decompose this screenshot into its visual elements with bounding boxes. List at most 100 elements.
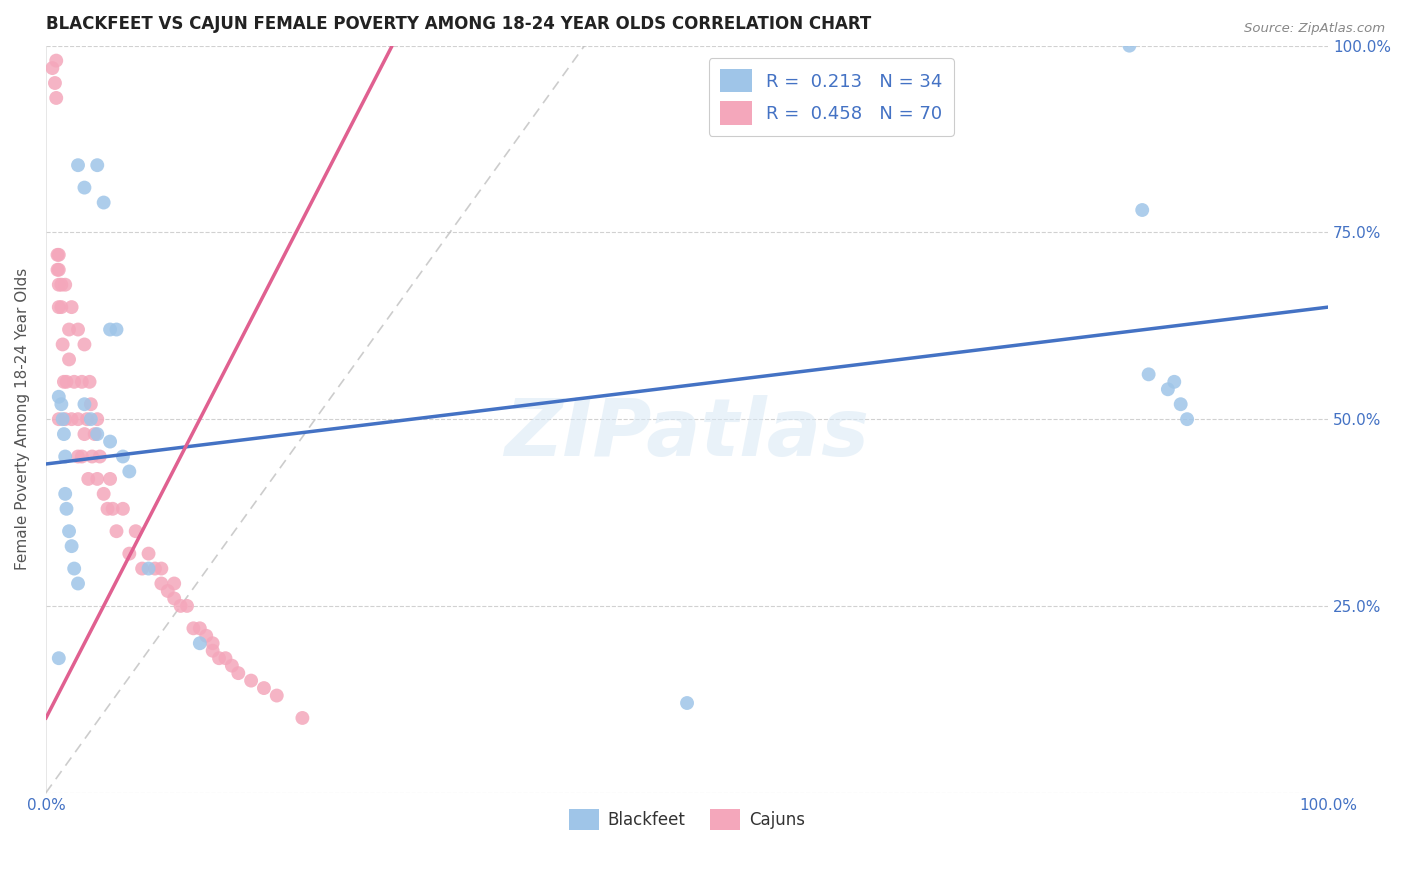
Point [80, 412, 103, 426]
Point [1118, 38, 1140, 53]
Point [58, 524, 80, 539]
Point [82, 450, 104, 464]
Point [150, 576, 173, 591]
Point [105, 524, 128, 539]
Point [60, 412, 83, 426]
Point [86, 412, 108, 426]
Point [143, 561, 166, 575]
Point [60, 300, 83, 314]
Point [51, 397, 73, 411]
Point [253, 681, 276, 695]
Point [53, 412, 76, 426]
Point [226, 666, 249, 681]
Point [73, 180, 96, 194]
Point [188, 636, 211, 650]
Point [201, 636, 224, 650]
Y-axis label: Female Poverty Among 18-24 Year Olds: Female Poverty Among 18-24 Year Olds [15, 268, 30, 570]
Point [221, 658, 243, 673]
Legend: Blackfeet, Cajuns: Blackfeet, Cajuns [562, 802, 811, 837]
Point [53, 450, 76, 464]
Point [70, 450, 93, 464]
Point [48, 412, 70, 426]
Point [53, 487, 76, 501]
Point [66, 412, 89, 426]
Point [1137, 368, 1160, 382]
Text: ZIPatlas: ZIPatlas [505, 395, 869, 473]
Point [201, 644, 224, 658]
Point [55, 375, 77, 389]
Point [98, 322, 121, 336]
Point [1175, 412, 1198, 426]
Point [188, 621, 211, 635]
Point [52, 375, 75, 389]
Point [111, 501, 134, 516]
Point [79, 375, 101, 389]
Point [48, 248, 70, 262]
Point [52, 427, 75, 442]
Point [48, 651, 70, 665]
Point [48, 262, 70, 277]
Point [163, 576, 186, 591]
Point [48, 390, 70, 404]
Point [131, 561, 153, 575]
Point [63, 375, 86, 389]
Point [48, 300, 70, 314]
Point [66, 158, 89, 172]
Point [125, 524, 148, 539]
Point [70, 375, 93, 389]
Text: BLACKFEET VS CAJUN FEMALE POVERTY AMONG 18-24 YEAR OLDS CORRELATION CHART: BLACKFEET VS CAJUN FEMALE POVERTY AMONG … [46, 15, 872, 33]
Point [45, 91, 67, 105]
Point [111, 450, 134, 464]
Point [58, 322, 80, 336]
Point [266, 689, 288, 703]
Point [86, 472, 108, 486]
Point [66, 450, 89, 464]
Point [118, 465, 141, 479]
Point [176, 599, 198, 613]
Point [52, 337, 75, 351]
Point [46, 262, 69, 277]
Point [73, 397, 96, 411]
Point [183, 621, 205, 635]
Point [60, 539, 83, 553]
Point [118, 547, 141, 561]
Point [76, 412, 98, 426]
Point [208, 651, 231, 665]
Point [58, 352, 80, 367]
Point [291, 711, 314, 725]
Point [101, 501, 124, 516]
Point [1130, 202, 1153, 217]
Point [96, 501, 118, 516]
Point [44, 76, 66, 90]
Point [41, 61, 63, 75]
Point [98, 434, 121, 449]
Point [51, 277, 73, 292]
Point [77, 472, 100, 486]
Point [93, 195, 115, 210]
Point [48, 277, 70, 292]
Point [1157, 382, 1180, 396]
Text: Source: ZipAtlas.com: Source: ZipAtlas.com [1244, 22, 1385, 36]
Point [73, 337, 96, 351]
Point [138, 547, 160, 561]
Point [63, 561, 86, 575]
Point [55, 501, 77, 516]
Point [86, 427, 108, 442]
Point [80, 397, 103, 411]
Point [86, 158, 108, 172]
Point [1163, 375, 1185, 389]
Point [138, 561, 160, 575]
Point [83, 427, 105, 442]
Point [676, 696, 699, 710]
Point [163, 591, 186, 606]
Point [156, 584, 179, 599]
Point [93, 487, 115, 501]
Point [46, 248, 69, 262]
Point [66, 322, 89, 336]
Point [195, 629, 218, 643]
Point [1170, 397, 1192, 411]
Point [150, 561, 173, 575]
Point [169, 599, 191, 613]
Point [105, 322, 128, 336]
Point [51, 300, 73, 314]
